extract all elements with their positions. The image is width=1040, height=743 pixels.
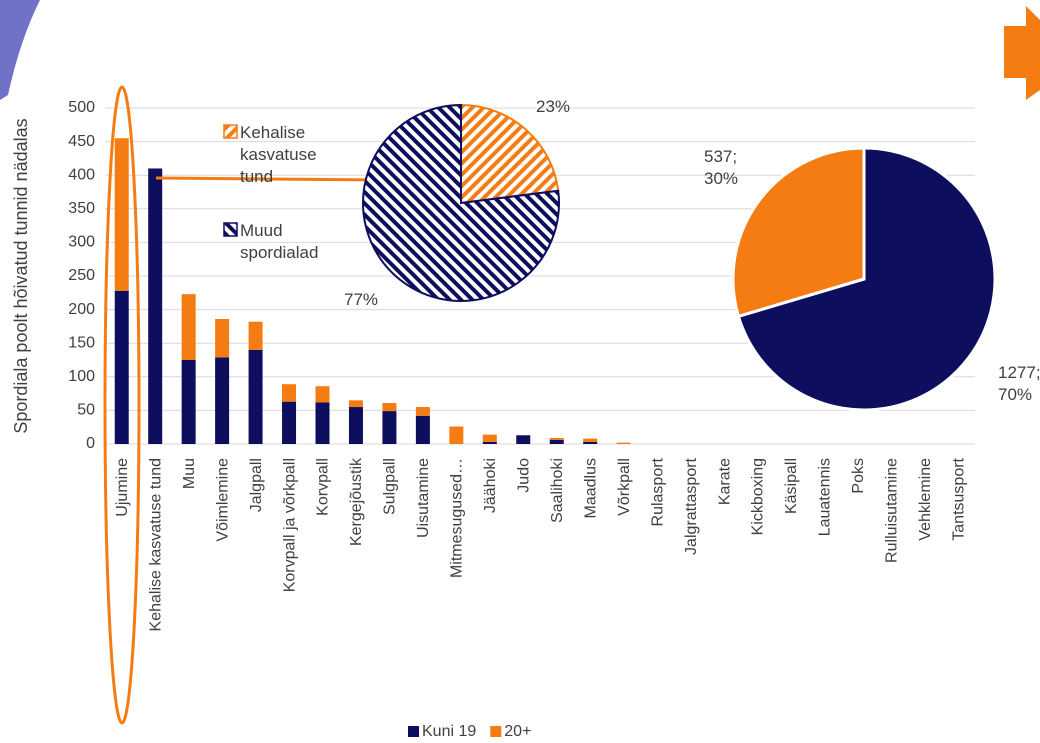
bar-segment xyxy=(348,400,363,408)
arrow-decoration xyxy=(1004,6,1040,100)
bar-segment xyxy=(282,384,297,402)
bar-segment xyxy=(248,349,263,444)
x-tick-label: Vehklemine xyxy=(917,458,934,541)
data-label: 537; 30% xyxy=(704,147,739,188)
x-tick-label: Jalgpall xyxy=(248,458,265,512)
bar-segment xyxy=(482,441,497,444)
x-tick-label: Uisutamine xyxy=(415,458,432,538)
data-label: 23% xyxy=(536,97,571,116)
bar-segment xyxy=(248,321,263,350)
x-tick-label: Ujumine xyxy=(114,458,131,517)
y-tick-label: 450 xyxy=(68,133,95,150)
pie-slice xyxy=(731,146,866,319)
y-tick-label: 0 xyxy=(86,435,95,452)
x-tick-label: Tantsusport xyxy=(950,457,967,540)
x-tick-label: Jäähoki xyxy=(482,458,499,513)
bar-segment xyxy=(516,435,531,444)
y-tick-label: 400 xyxy=(68,166,95,183)
bar-segment xyxy=(583,441,598,444)
y-tick-label: 250 xyxy=(68,267,95,284)
bar-segment xyxy=(482,434,497,442)
x-tick-label: Võimlemine xyxy=(214,458,231,542)
bar-segment xyxy=(382,403,397,412)
x-tick-label: Korvpall ja võrkpall xyxy=(281,458,298,592)
bar-segment xyxy=(114,138,129,291)
bar-segment xyxy=(449,426,464,444)
y-tick-label: 200 xyxy=(68,301,95,318)
pie-slice xyxy=(736,146,997,412)
x-tick-label: Judo xyxy=(515,458,532,493)
y-tick-label: 100 xyxy=(68,368,95,385)
x-tick-label: Karate xyxy=(716,458,733,505)
bar-segment xyxy=(215,319,230,358)
y-tick-label: 50 xyxy=(77,402,95,419)
x-tick-label: Jalgrattasport xyxy=(683,457,700,554)
y-tick-label: 150 xyxy=(68,334,95,351)
corner-decoration xyxy=(0,0,40,100)
x-tick-label: Rulasport xyxy=(649,457,666,526)
legend-swatch xyxy=(490,726,502,737)
bar-segment xyxy=(382,411,397,444)
legend-swatch xyxy=(223,124,238,139)
data-label: 1277; 70% xyxy=(998,363,1040,404)
bar-segment xyxy=(549,437,564,440)
x-tick-label: Käsipall xyxy=(783,458,800,514)
bar-segment xyxy=(282,401,297,444)
legend-label: Muud spordialad xyxy=(240,221,319,262)
bar-segment xyxy=(348,407,363,444)
pie-slice xyxy=(362,103,560,302)
bar-segment xyxy=(415,407,430,416)
x-tick-label: Kergejõustik xyxy=(348,457,365,546)
y-axis-label: Spordiala poolt hõivatud tunnid nädalas xyxy=(11,118,31,433)
x-tick-label: Sulgpall xyxy=(382,458,399,515)
legend-swatch xyxy=(223,222,238,237)
y-tick-label: 500 xyxy=(68,99,95,116)
x-tick-label: Poks xyxy=(850,458,867,494)
bar-segment xyxy=(114,290,129,444)
highlight-ellipse xyxy=(103,85,141,725)
x-tick-label: Mitmesugused… xyxy=(449,458,466,578)
pie-slice xyxy=(460,103,560,205)
legend-swatch xyxy=(408,726,419,737)
x-tick-label: Korvpall xyxy=(315,458,332,516)
x-tick-label: Saalihoki xyxy=(549,458,566,523)
x-tick-label: Maadlus xyxy=(582,458,599,518)
x-tick-label: Võrkpall xyxy=(616,458,633,516)
legend-label: Kuni 19 xyxy=(422,723,476,740)
x-tick-label: Kickboxing xyxy=(750,458,767,535)
bar-segment xyxy=(549,439,564,444)
bar-segment xyxy=(181,360,196,444)
bar-segment xyxy=(181,294,196,360)
legend-label: Kehalise kasvatuse tund xyxy=(240,123,317,186)
data-label: 77% xyxy=(344,290,379,309)
bar-segment xyxy=(583,438,598,442)
y-tick-label: 300 xyxy=(68,234,95,251)
bar-segment xyxy=(616,442,631,444)
legend-label: 20+ xyxy=(504,723,531,740)
bar-segment xyxy=(148,168,163,445)
x-tick-label: Rulluisutamine xyxy=(884,458,901,563)
x-tick-label: Kehalise kasvatuse tund xyxy=(147,458,164,631)
bar-segment xyxy=(315,386,330,403)
x-tick-label: Muu xyxy=(181,458,198,489)
bar-segment xyxy=(315,402,330,444)
x-tick-label: Lauatennis xyxy=(817,458,834,536)
bar-segment xyxy=(415,415,430,444)
bar-segment xyxy=(215,357,230,444)
y-tick-label: 350 xyxy=(68,200,95,217)
